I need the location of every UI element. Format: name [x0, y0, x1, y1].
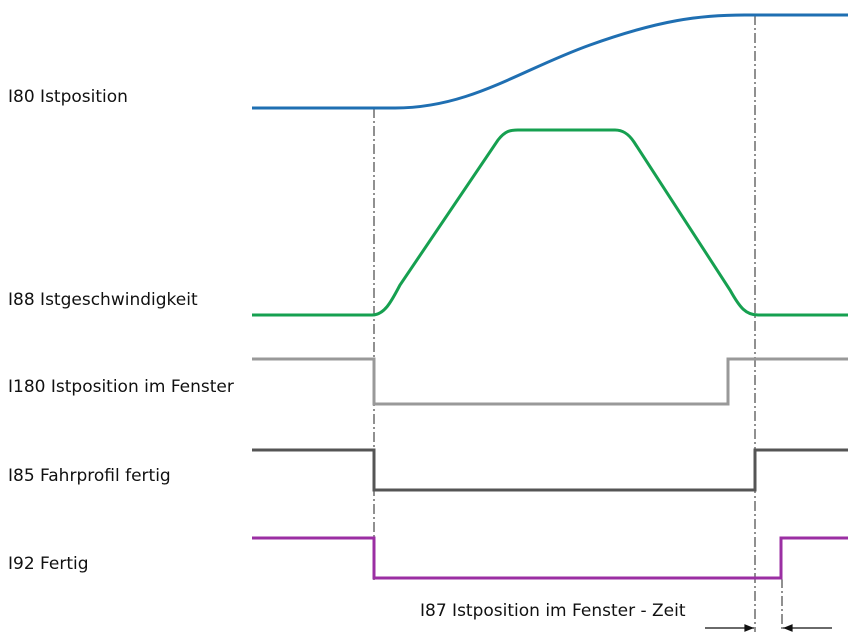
annotation: I87 Istposition im Fenster - Zeit: [420, 601, 686, 621]
signal-curve: [252, 128, 848, 317]
signal-label: I85 Fahrprofil fertig: [8, 466, 171, 486]
signal-label: I180 Istposition im Fenster: [8, 377, 234, 397]
signal-label: I80 Istposition: [8, 87, 128, 107]
signal-label: I92 Fertig: [8, 554, 89, 574]
signal-curve: [252, 357, 848, 406]
signal-label: I88 Istgeschwindigkeit: [8, 290, 198, 310]
signal-curve: [252, 13, 848, 110]
signal-curve: [252, 448, 848, 492]
signal-curve: [252, 536, 848, 580]
